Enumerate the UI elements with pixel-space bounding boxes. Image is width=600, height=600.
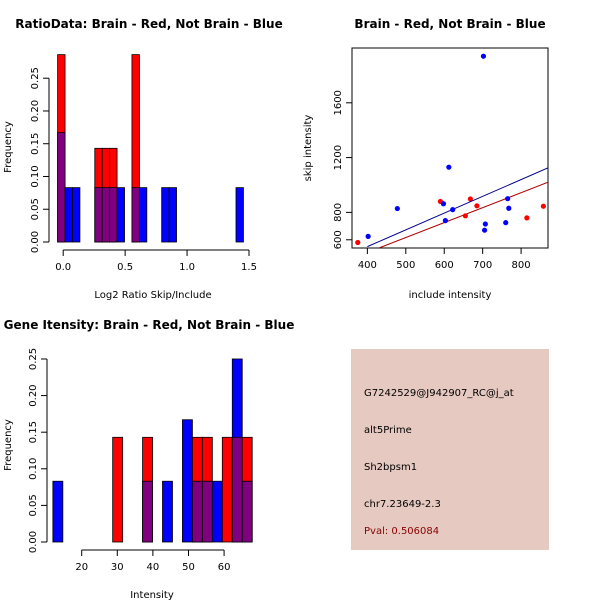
hist2-y-tick-label: 0.00 [28, 531, 39, 553]
chart0-y-label: Frequency [3, 121, 14, 173]
point-brain [462, 213, 468, 219]
point-notbrain [365, 233, 371, 239]
scatter-x-tick-label: 600 [435, 260, 454, 271]
hist2-bar-overlap [201, 480, 213, 543]
point-brain [540, 203, 546, 209]
hist2-x-tick-label: 30 [111, 562, 124, 573]
hist2-x-tick-label: 40 [147, 562, 160, 573]
scatter-x-tick-label: 700 [473, 260, 492, 271]
hist2-x-tick-label: 50 [182, 562, 195, 573]
gene-name: Sh2bpsm1 [364, 462, 418, 473]
hist0-x-tick-label: 0.5 [117, 262, 133, 273]
scatter-x-tick-label: 500 [396, 260, 415, 271]
hist2-y-tick-label: 0.20 [28, 384, 39, 406]
hist2-bar-overlap [142, 480, 153, 543]
hist0-bar-overlap [57, 132, 66, 243]
hist0-x-tick-label: 1.5 [241, 262, 257, 273]
hist0-bar-overlap [94, 187, 103, 243]
hist2-bar-brain [221, 436, 233, 543]
chart0-x-label: Log2 Ratio Skip/Include [94, 290, 211, 301]
scatter-y-tick-label: 600 [333, 230, 344, 249]
info-panel: G7242529@J942907_RC@j_at alt5Prime Sh2bp… [351, 349, 549, 550]
chart0-title: RatioData: Brain - Red, Not Brain - Blue [15, 17, 282, 31]
hist0-bar-notbrain [72, 187, 81, 243]
hist2-x-tick-label: 60 [218, 562, 231, 573]
scatter-x-tick-label: 400 [358, 260, 377, 271]
hist2-bar-overlap [231, 436, 243, 543]
point-brain [474, 203, 480, 209]
hist0-bar-notbrain [235, 187, 244, 243]
hist0-bar-overlap [131, 187, 140, 243]
point-brain [467, 196, 473, 202]
scatter-y-tick-label: 800 [333, 203, 344, 222]
probe-id: G7242529@J942907_RC@j_at [364, 388, 514, 399]
hist2-x-tick-label: 20 [75, 562, 88, 573]
hist0-bar-notbrain [168, 187, 177, 243]
chart2-x-label: Intensity [130, 590, 174, 600]
hist2-bar-notbrain [162, 480, 173, 543]
hist2-y-tick-label: 0.05 [28, 494, 39, 516]
hist0-y-tick-label: 0.10 [30, 165, 41, 187]
point-notbrain [440, 201, 447, 207]
hist2-y-tick-label: 0.10 [28, 458, 39, 480]
point-notbrain [482, 221, 488, 227]
point-brain [524, 215, 530, 221]
point-notbrain [450, 207, 456, 213]
hist0-y-tick-label: 0.05 [30, 198, 41, 220]
chrom-location: chr7.23649-2.3 [364, 499, 441, 510]
hist0-bar-notbrain [138, 187, 148, 243]
hist2-y-tick-label: 0.25 [28, 348, 39, 370]
scatter-plot-box [351, 47, 549, 249]
hist0-bar-overlap [101, 187, 111, 243]
hist2-bar-overlap [241, 480, 253, 543]
point-notbrain [503, 220, 509, 226]
fit-line-notbrain [367, 167, 548, 248]
hist0-x-tick-label: 1.0 [179, 262, 195, 273]
hist0-y-tick-label: 0.20 [30, 100, 41, 122]
hist0-bar-notbrain [161, 187, 170, 243]
scatter-x-tick-label: 800 [512, 260, 531, 271]
scatter-y-tick-label: 1600 [333, 90, 344, 115]
hist0-x-tick-label: 0.0 [55, 262, 71, 273]
point-notbrain [506, 205, 512, 211]
point-notbrain [505, 196, 511, 202]
point-notbrain [480, 53, 487, 59]
chart1-x-label: include intensity [409, 290, 492, 301]
point-notbrain [442, 218, 448, 224]
p-value: Pval: 0.506084 [364, 526, 440, 537]
hist0-y-tick-label: 0.00 [30, 231, 41, 253]
point-notbrain [446, 164, 452, 170]
hist0-bar-overlap [109, 187, 118, 243]
hist2-bar-notbrain [211, 480, 223, 543]
hist0-bar-notbrain [64, 187, 73, 243]
chart1-y-label: skip intensity [303, 115, 314, 182]
hist0-bar-notbrain [116, 187, 125, 243]
hist2-bar-notbrain [182, 419, 193, 543]
chart1-title: Brain - Red, Not Brain - Blue [354, 17, 545, 31]
point-notbrain [481, 227, 488, 233]
hist0-y-tick-label: 0.15 [30, 133, 41, 155]
event-type: alt5Prime [364, 425, 412, 436]
hist2-y-tick-label: 0.15 [28, 421, 39, 443]
point-notbrain [394, 205, 400, 212]
chart2-y-label: Frequency [3, 419, 14, 471]
point-brain [355, 239, 361, 246]
chart2-title: Gene Itensity: Brain - Red, Not Brain - … [4, 318, 295, 332]
hist2-bar-brain [112, 436, 124, 543]
scatter-y-tick-label: 1200 [333, 145, 344, 170]
hist2-bar-notbrain [52, 480, 64, 543]
hist0-y-tick-label: 0.25 [30, 67, 41, 89]
hist2-bar-overlap [192, 480, 203, 543]
